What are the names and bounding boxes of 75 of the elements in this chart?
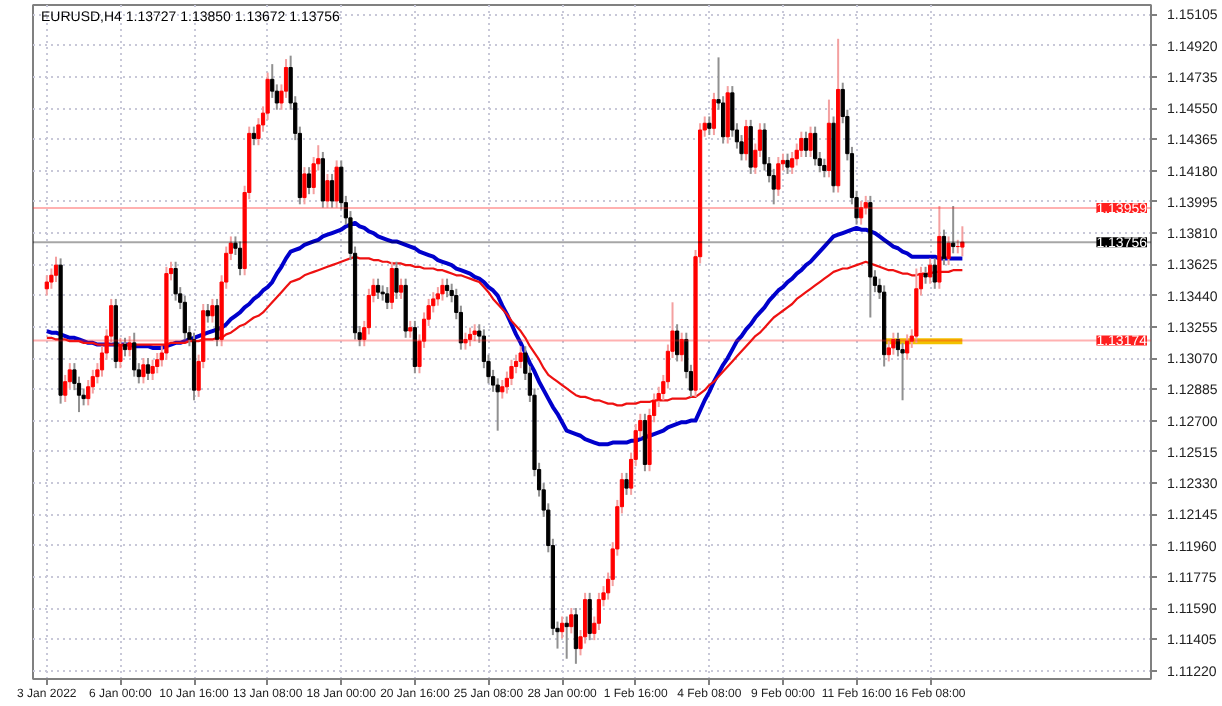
candlestick (891, 331, 896, 356)
candlestick (251, 125, 256, 147)
candlestick (385, 286, 390, 311)
candlestick (440, 277, 445, 302)
candlestick (150, 358, 155, 382)
candlestick (325, 172, 330, 209)
candlestick (744, 118, 749, 162)
candlestick (905, 333, 910, 361)
candlestick (412, 319, 417, 375)
candlestick (822, 157, 827, 179)
candlestick (799, 130, 804, 159)
candlestick (937, 205, 942, 290)
candlestick (785, 152, 790, 175)
candlestick (900, 341, 905, 402)
candlestick (564, 615, 569, 660)
candlestick (932, 257, 937, 290)
candlestick (951, 205, 956, 255)
candlestick (141, 357, 146, 385)
candlestick (587, 591, 592, 642)
candlestick (210, 297, 215, 324)
candlestick (145, 357, 151, 382)
candlestick (928, 257, 933, 285)
candlestick (237, 240, 243, 277)
candlestick (569, 607, 574, 635)
candlestick (155, 351, 160, 375)
candlestick (826, 98, 832, 179)
candlestick (790, 150, 795, 175)
candlestick (946, 235, 951, 267)
candlestick (394, 260, 399, 300)
candlestick (725, 85, 730, 145)
candlestick (707, 115, 712, 137)
candlestick (808, 125, 813, 159)
candlestick (748, 118, 753, 175)
candlestick (182, 294, 187, 341)
candlestick (914, 267, 919, 344)
candlestick (44, 274, 49, 297)
candlestick (329, 172, 335, 209)
candlestick (173, 260, 178, 302)
candlestick (509, 358, 514, 387)
candlestick (500, 379, 505, 400)
candlestick (776, 156, 781, 197)
candlestick (302, 166, 307, 206)
candlestick (624, 471, 629, 496)
candlestick (886, 340, 891, 363)
candlestick (573, 607, 579, 665)
candlestick (389, 260, 394, 311)
candlestick (214, 297, 220, 348)
candlestick (859, 199, 864, 226)
candlestick (375, 277, 381, 300)
candlestick (435, 286, 440, 307)
candlestick (467, 326, 473, 348)
candlestick (122, 336, 128, 358)
candlestick (679, 331, 684, 363)
candlestick (495, 377, 500, 432)
candlestick (596, 591, 602, 632)
candlestick (320, 150, 325, 209)
candlestick (518, 345, 523, 370)
candlestick (642, 412, 648, 473)
candlestick (132, 331, 137, 378)
candlestick (675, 323, 680, 363)
candlestick (444, 277, 450, 299)
candlestick (118, 336, 123, 370)
candlestick (53, 255, 59, 284)
candlestick (813, 125, 818, 167)
candlestick (205, 302, 210, 324)
candlestick (334, 159, 339, 209)
candlestick (306, 166, 312, 196)
candlestick (403, 277, 408, 339)
candlestick (398, 277, 404, 300)
candlestick (559, 615, 565, 640)
candlestick (960, 225, 965, 258)
candlestick (127, 335, 132, 358)
candlestick (941, 228, 947, 267)
candlestick (711, 91, 717, 137)
candlestick (803, 130, 809, 159)
